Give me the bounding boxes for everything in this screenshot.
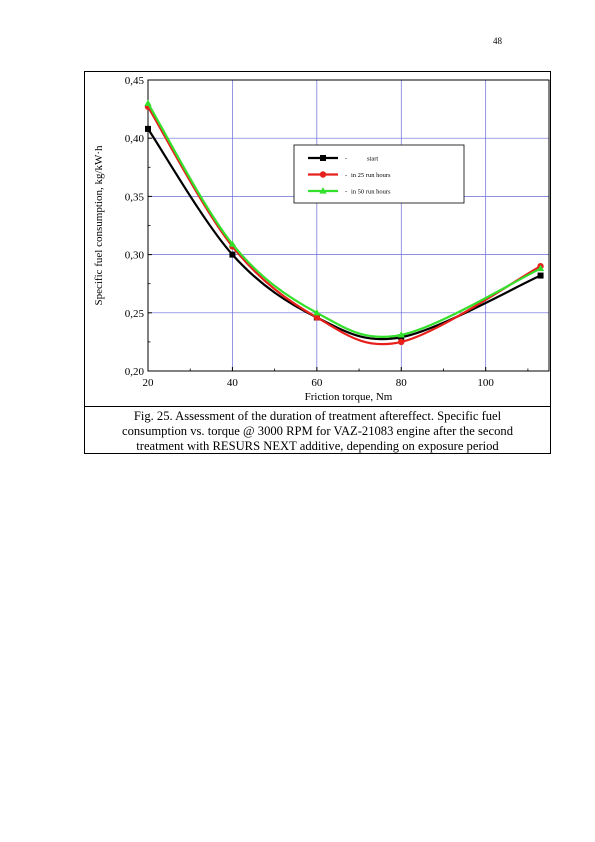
series-3-point [144, 99, 152, 106]
series-2-point [313, 314, 321, 321]
y-tick-label: 0,40 [125, 133, 145, 145]
legend-label-3: in 50 run hours [351, 189, 391, 196]
y-tick-label: 0,30 [125, 250, 145, 262]
y-axis-title: Specific fuel consumption, kg/kW·h [93, 145, 105, 306]
legend-dash-2: - [345, 172, 347, 179]
page-number: 48 [493, 36, 502, 46]
legend-label-1: start [367, 156, 378, 163]
legend-marker-1 [320, 155, 326, 161]
legend-dash-1: - [345, 156, 347, 163]
fuel-consumption-chart: 20 40 60 80 100 0,20 0,25 0,30 0,35 0,40 0,45 Frict… [93, 75, 550, 403]
y-tick-label: 0,35 [125, 191, 145, 203]
y-tick-label: 0,25 [125, 308, 145, 320]
x-tick-label: 60 [311, 377, 323, 389]
legend-marker-3 [319, 187, 327, 194]
series-2-point [398, 338, 405, 346]
y-tick-label: 0,20 [125, 366, 145, 378]
caption-line-2: consumption vs. torque @ 3000 RPM for VA… [122, 424, 513, 438]
series-1-point [229, 251, 236, 258]
x-axis-title: Friction torque, Nm [305, 391, 393, 403]
plot-cell: 20 40 60 80 100 0,20 0,25 0,30 0,35 0,40 0,45 Frict… [85, 72, 550, 406]
series-3-point [228, 240, 237, 247]
legend-label-2: in 25 run hours [351, 172, 391, 179]
caption-line-1: Fig. 25. Assessment of the duration of t… [133, 409, 502, 423]
figure-caption: Fig. 25. Assessment of the duration of t… [85, 406, 550, 453]
series-1-point [145, 125, 151, 132]
x-tick-label: 20 [143, 377, 155, 389]
figure-frame: 20 40 60 80 100 0,20 0,25 0,30 0,35 0,40 0,45 Frict… [84, 71, 551, 454]
series-3-point [313, 309, 321, 316]
x-tick-label: 40 [227, 377, 239, 389]
legend-marker-2 [319, 171, 327, 178]
caption-line-3: treatment with RESURS NEXT additive, dep… [136, 439, 499, 453]
series-3-point [397, 331, 405, 338]
plot-background [148, 80, 549, 371]
x-tick-label: 100 [477, 377, 494, 389]
x-tick-label: 80 [396, 377, 408, 389]
y-tick-label: 0,45 [125, 75, 145, 87]
legend-dash-3: - [345, 189, 347, 196]
series-1-point [537, 272, 544, 279]
series-3-point [536, 264, 545, 272]
